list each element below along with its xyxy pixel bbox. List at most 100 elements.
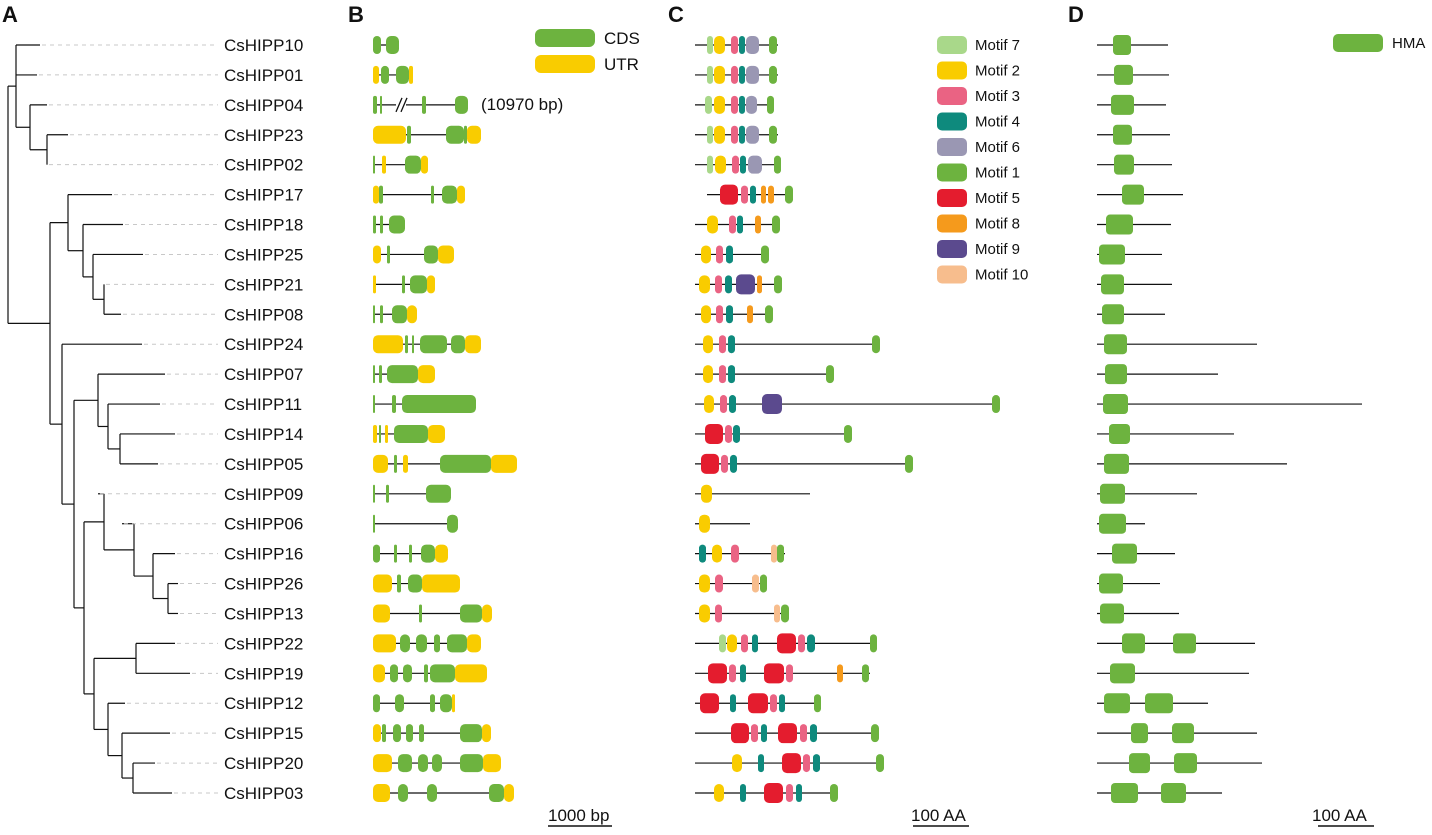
motif-row	[695, 95, 774, 114]
gene-label: CsHIPP09	[224, 485, 303, 504]
cds-block	[379, 424, 381, 443]
domain-row	[1097, 573, 1160, 594]
motif-2-block	[707, 215, 718, 234]
cds-block	[373, 36, 381, 54]
motif-3-block	[729, 664, 736, 683]
gene-structure-legend: CDS UTR	[535, 29, 640, 74]
gene-structure-row	[373, 185, 465, 204]
motif-1-block	[785, 185, 793, 204]
motif-7-block	[707, 125, 713, 144]
motif-5-block	[777, 633, 796, 654]
legend-motif-label: Motif 3	[975, 88, 1020, 105]
cds-block	[447, 634, 467, 653]
cds-block	[421, 544, 435, 563]
motif-3-block	[731, 36, 738, 54]
motif-1-block	[765, 305, 773, 324]
cds-block	[373, 155, 375, 174]
utr-block	[373, 664, 385, 683]
hma-domain-block	[1103, 394, 1128, 415]
domain-row	[1097, 244, 1162, 265]
motif-1-block	[774, 155, 781, 174]
gene-structure-row	[373, 784, 514, 802]
gene-label: CsHIPP25	[224, 245, 303, 264]
cds-block	[373, 365, 375, 384]
hma-domain-block	[1172, 723, 1194, 744]
hma-domain-block	[1129, 753, 1150, 774]
motif-3-block	[720, 395, 727, 414]
hma-domain-block	[1114, 154, 1134, 175]
motif-3-block	[719, 335, 726, 354]
utr-block	[435, 544, 448, 563]
motif-4-block	[761, 724, 767, 743]
cds-block	[386, 484, 389, 503]
cds-block	[380, 95, 382, 114]
motif-4-block	[728, 335, 735, 354]
hma-domain-block	[1174, 753, 1197, 774]
gene-structure-row	[373, 574, 460, 593]
gene-structure-row	[373, 484, 451, 503]
motif-2-block	[715, 155, 726, 174]
motif-7-block	[707, 65, 713, 84]
legend-motif-label: Motif 2	[975, 63, 1020, 80]
motif-2-block	[704, 395, 714, 414]
domain-row	[1097, 35, 1168, 55]
motif-row	[695, 335, 880, 354]
motif-2-block	[714, 65, 725, 84]
hma-domain-block	[1110, 663, 1135, 684]
motif-5-block	[764, 783, 783, 803]
gene-structure-row	[373, 424, 445, 443]
cds-block	[442, 185, 457, 204]
motif-row	[695, 274, 782, 295]
gene-structure-row	[373, 604, 492, 623]
motif-7-block	[707, 155, 713, 174]
utr-block	[373, 724, 381, 743]
motif-panel	[695, 36, 1000, 803]
motif-2-block	[701, 484, 712, 503]
legend-motif-swatch	[937, 189, 967, 207]
gene-label: CsHIPP17	[224, 186, 303, 205]
motif-4-block	[730, 694, 736, 713]
gene-label: CsHIPP07	[224, 365, 303, 384]
motif-2-block	[714, 125, 725, 144]
utr-block	[373, 754, 392, 773]
gene-label: CsHIPP01	[224, 66, 303, 85]
hma-domain-block	[1113, 35, 1131, 55]
domain-row	[1097, 633, 1255, 654]
hma-domain-block	[1106, 214, 1133, 235]
motif-5-block	[700, 693, 719, 714]
cds-block	[379, 185, 383, 204]
motif-4-block	[699, 544, 706, 563]
hma-domain-block	[1112, 543, 1137, 564]
motif-5-block	[705, 423, 723, 444]
motif-8-block	[837, 664, 843, 683]
legend-hma-label: HMA	[1392, 35, 1425, 52]
motif-2-block	[714, 784, 724, 802]
cds-block	[373, 395, 375, 414]
hma-domain-block	[1099, 244, 1125, 265]
domain-row	[1097, 304, 1165, 325]
utr-block	[455, 664, 487, 683]
motif-1-block	[876, 754, 884, 773]
domain-scale-bar: 100 AA	[1312, 806, 1374, 827]
phylogenetic-tree	[7, 44, 190, 794]
cds-block	[455, 95, 468, 114]
gene-label: CsHIPP22	[224, 634, 303, 653]
gene-label: CsHIPP20	[224, 754, 303, 773]
motif-row	[695, 753, 884, 774]
legend-hma-swatch	[1333, 34, 1383, 52]
domain-row	[1097, 693, 1208, 714]
motif-10-block	[752, 574, 759, 593]
motif-2-block	[727, 634, 737, 653]
cds-block	[373, 484, 375, 503]
cds-block	[381, 65, 389, 84]
motif-2-block	[701, 305, 711, 324]
motif-2-block	[714, 36, 725, 54]
cds-block	[393, 724, 401, 743]
motif-1-block	[872, 335, 880, 354]
domain-row	[1097, 423, 1234, 444]
motif-row	[707, 184, 793, 205]
legend-motif-swatch	[937, 61, 967, 80]
cds-block	[418, 754, 428, 773]
motif-6-block	[746, 65, 759, 84]
motif-3-block	[741, 634, 748, 653]
